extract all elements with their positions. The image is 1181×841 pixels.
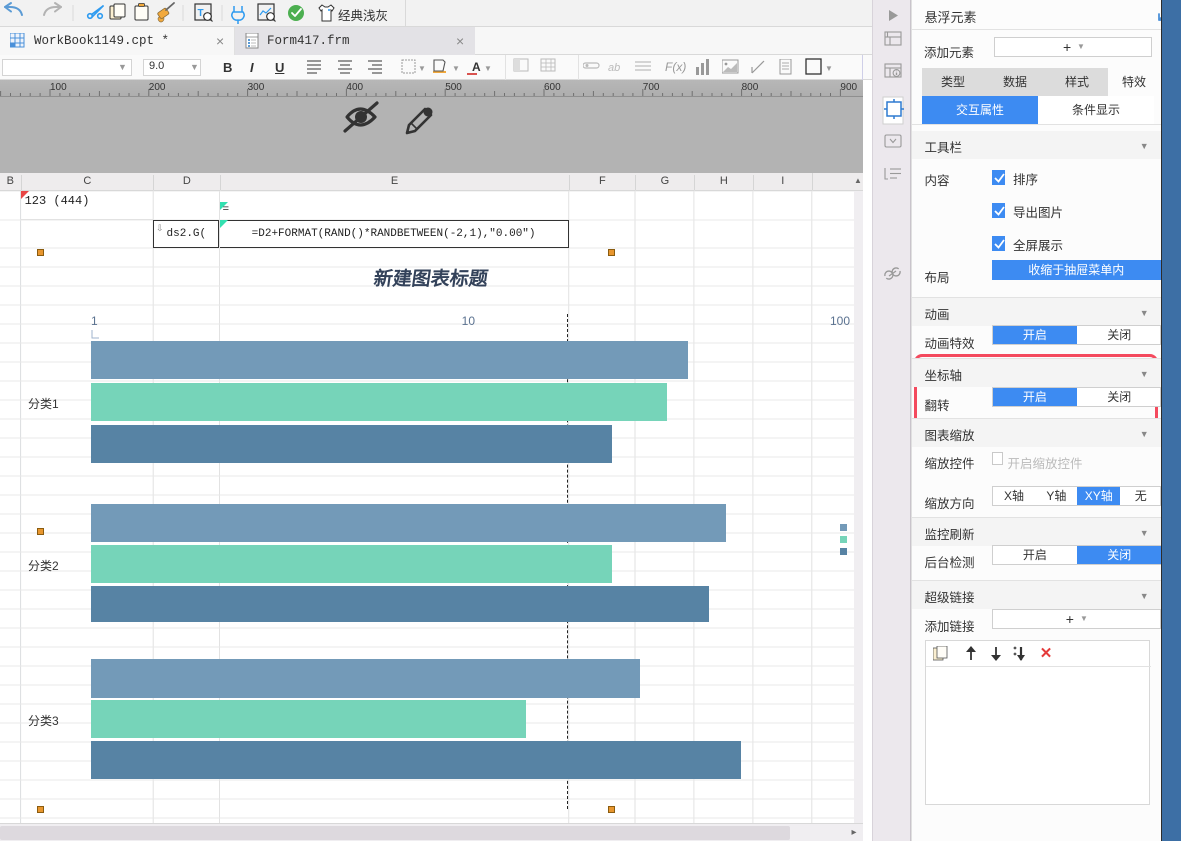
svg-text:▼: ▼ (418, 64, 425, 73)
svg-text:100: 100 (50, 82, 67, 93)
svg-text:A: A (472, 60, 481, 74)
svg-text:700: 700 (643, 82, 660, 93)
svg-text:300: 300 (248, 82, 265, 93)
svg-text:▼: ▼ (452, 64, 460, 73)
svg-text:▼: ▼ (484, 64, 492, 73)
svg-text:400: 400 (346, 82, 363, 93)
svg-text:▼: ▼ (825, 64, 833, 73)
svg-text:500: 500 (445, 82, 462, 93)
svg-text:800: 800 (742, 82, 759, 93)
svg-text:600: 600 (544, 82, 561, 93)
svg-text:200: 200 (149, 82, 166, 93)
svg-text:900: 900 (840, 82, 857, 93)
svg-text:T: T (198, 8, 204, 19)
